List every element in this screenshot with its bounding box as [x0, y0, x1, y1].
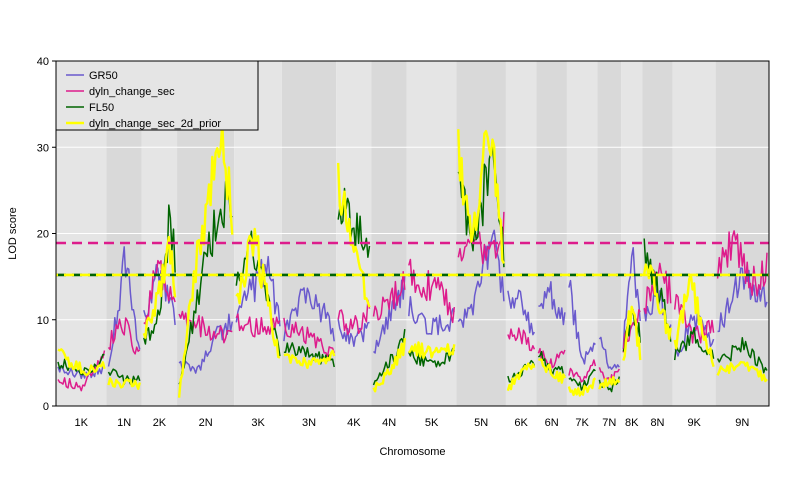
series-line-dyln_change_sec-4n	[372, 271, 406, 321]
x-tick-label-3n: 3N	[302, 417, 316, 429]
series-line-FL50-5k	[408, 347, 455, 368]
series-line-GR50-6k	[507, 289, 536, 336]
y-tick-label-40: 40	[37, 56, 49, 68]
x-tick-label-3k: 3K	[251, 417, 265, 429]
series-line-dyln_change_sec_2d_prior-7n	[598, 375, 621, 390]
series-line-FL50-3n	[283, 342, 335, 368]
y-tick-label-30: 30	[37, 142, 49, 154]
series-line-dyln_change_sec-1n	[107, 317, 141, 355]
series-line-GR50-7n	[598, 336, 620, 370]
legend: GR50 dyln_change_sec FL50 dyln_change_sec_2…	[55, 60, 259, 131]
series-line-dyln_change_sec_2d_prior-9n	[716, 360, 768, 383]
x-tick-label-2k: 2K	[153, 417, 167, 429]
series-line-dyln_change_sec_2d_prior-2k	[142, 235, 177, 339]
series-line-dyln_change_sec_2d_prior-9k	[673, 274, 715, 368]
legend-label-dyln_change_sec_2d_prior: dyln_change_sec_2d_prior	[89, 118, 221, 130]
y-tick-label-20: 20	[37, 229, 49, 241]
series-line-FL50-2k	[143, 204, 176, 345]
x-tick-label-2n: 2N	[199, 417, 213, 429]
x-axis-label: Chromosome	[379, 446, 445, 458]
series-line-dyln_change_sec-5n	[457, 211, 505, 265]
y-tick-label-0: 0	[43, 401, 49, 413]
series-line-dyln_change_sec-7k	[568, 359, 597, 383]
series-line-GR50-1n	[107, 246, 141, 367]
series-line-GR50-3n	[283, 287, 335, 342]
series-lines	[57, 121, 768, 398]
series-line-GR50-6n	[538, 280, 566, 326]
x-tick-label-1k: 1K	[75, 417, 89, 429]
series-line-FL50-4n	[372, 329, 406, 386]
legend-label-FL50: FL50	[89, 102, 114, 114]
x-tick-label-8k: 8K	[625, 417, 639, 429]
x-tick-label-4k: 4K	[347, 417, 361, 429]
series-line-dyln_change_sec-2k	[143, 259, 176, 325]
series-line-dyln_change_sec_2d_prior-1k	[57, 348, 106, 377]
series-line-dyln_change_sec_2d_prior-5n	[457, 129, 505, 265]
series-line-FL50-2n	[178, 180, 233, 385]
series-line-dyln_change_sec_2d_prior-7k	[567, 377, 597, 397]
series-line-dyln_change_sec-6n	[537, 347, 566, 369]
x-tick-label-7k: 7K	[575, 417, 589, 429]
series-line-FL50-4k	[337, 187, 371, 258]
series-line-dyln_change_sec_2d_prior-8n	[643, 263, 672, 340]
x-tick-label-9n: 9N	[735, 417, 749, 429]
series-line-dyln_change_sec-5k	[408, 258, 456, 324]
series-line-dyln_change_sec_2d_prior-6k	[506, 362, 536, 392]
x-tick-label-4n: 4N	[382, 417, 396, 429]
x-tick-label-6k: 6K	[514, 417, 528, 429]
series-line-dyln_change_sec-9n	[716, 230, 768, 297]
x-tick-label-6n: 6N	[545, 417, 559, 429]
series-line-dyln_change_sec_2d_prior-6n	[538, 358, 567, 384]
x-tick-label-7n: 7N	[602, 417, 616, 429]
series-line-dyln_change_sec_2d_prior-4k	[337, 162, 371, 308]
x-tick-label-1n: 1N	[117, 417, 131, 429]
series-line-dyln_change_sec_2d_prior-3k	[235, 227, 281, 359]
x-tick-label-9k: 9K	[687, 417, 701, 429]
x-axis: 1K 1N 2K 2N 3K 3N 4K 4N 5K 5N 6K 6N 7K 7N 8K 8N 9K 9N	[75, 417, 750, 429]
y-tick-label-10: 10	[37, 315, 49, 327]
series-line-FL50-9n	[716, 337, 768, 374]
legend-label-GR50: GR50	[89, 70, 118, 82]
legend-box	[55, 60, 259, 131]
series-line-dyln_change_sec-3n	[283, 317, 335, 358]
series-line-GR50-9k	[674, 313, 715, 357]
x-tick-label-5k: 5K	[425, 417, 439, 429]
y-axis-label: LOD score	[7, 207, 19, 260]
series-line-GR50-8k	[622, 246, 641, 350]
legend-label-dyln_change_sec: dyln_change_sec	[89, 86, 175, 98]
series-line-dyln_change_sec-4k	[337, 299, 371, 336]
series-line-dyln_change_sec_2d_prior-8k	[622, 305, 642, 361]
series-line-dyln_change_sec_2d_prior-3n	[283, 349, 336, 370]
threshold-lines	[56, 241, 769, 277]
series-line-dyln_change_sec_2d_prior-1n	[107, 377, 141, 390]
series-line-GR50-5k	[408, 295, 455, 336]
series-line-GR50-7k	[568, 279, 596, 365]
series-line-dyln_change_sec_2d_prior-4n	[372, 337, 406, 393]
series-line-dyln_change_sec-6k	[507, 327, 536, 352]
x-tick-label-5n: 5N	[474, 417, 488, 429]
series-line-GR50-5n	[457, 229, 505, 328]
x-tick-label-8n: 8N	[650, 417, 664, 429]
series-line-dyln_change_sec_2d_prior-5k	[407, 341, 456, 359]
y-axis: 0 10 20 30 40	[37, 56, 56, 413]
series-line-dyln_change_sec_2d_prior-2n	[177, 121, 234, 398]
series-line-FL50-9k	[673, 326, 715, 361]
series-line-dyln_change_sec-3k	[235, 313, 281, 338]
series-line-FL50-7k	[568, 368, 596, 391]
series-line-GR50-4k	[337, 319, 370, 347]
